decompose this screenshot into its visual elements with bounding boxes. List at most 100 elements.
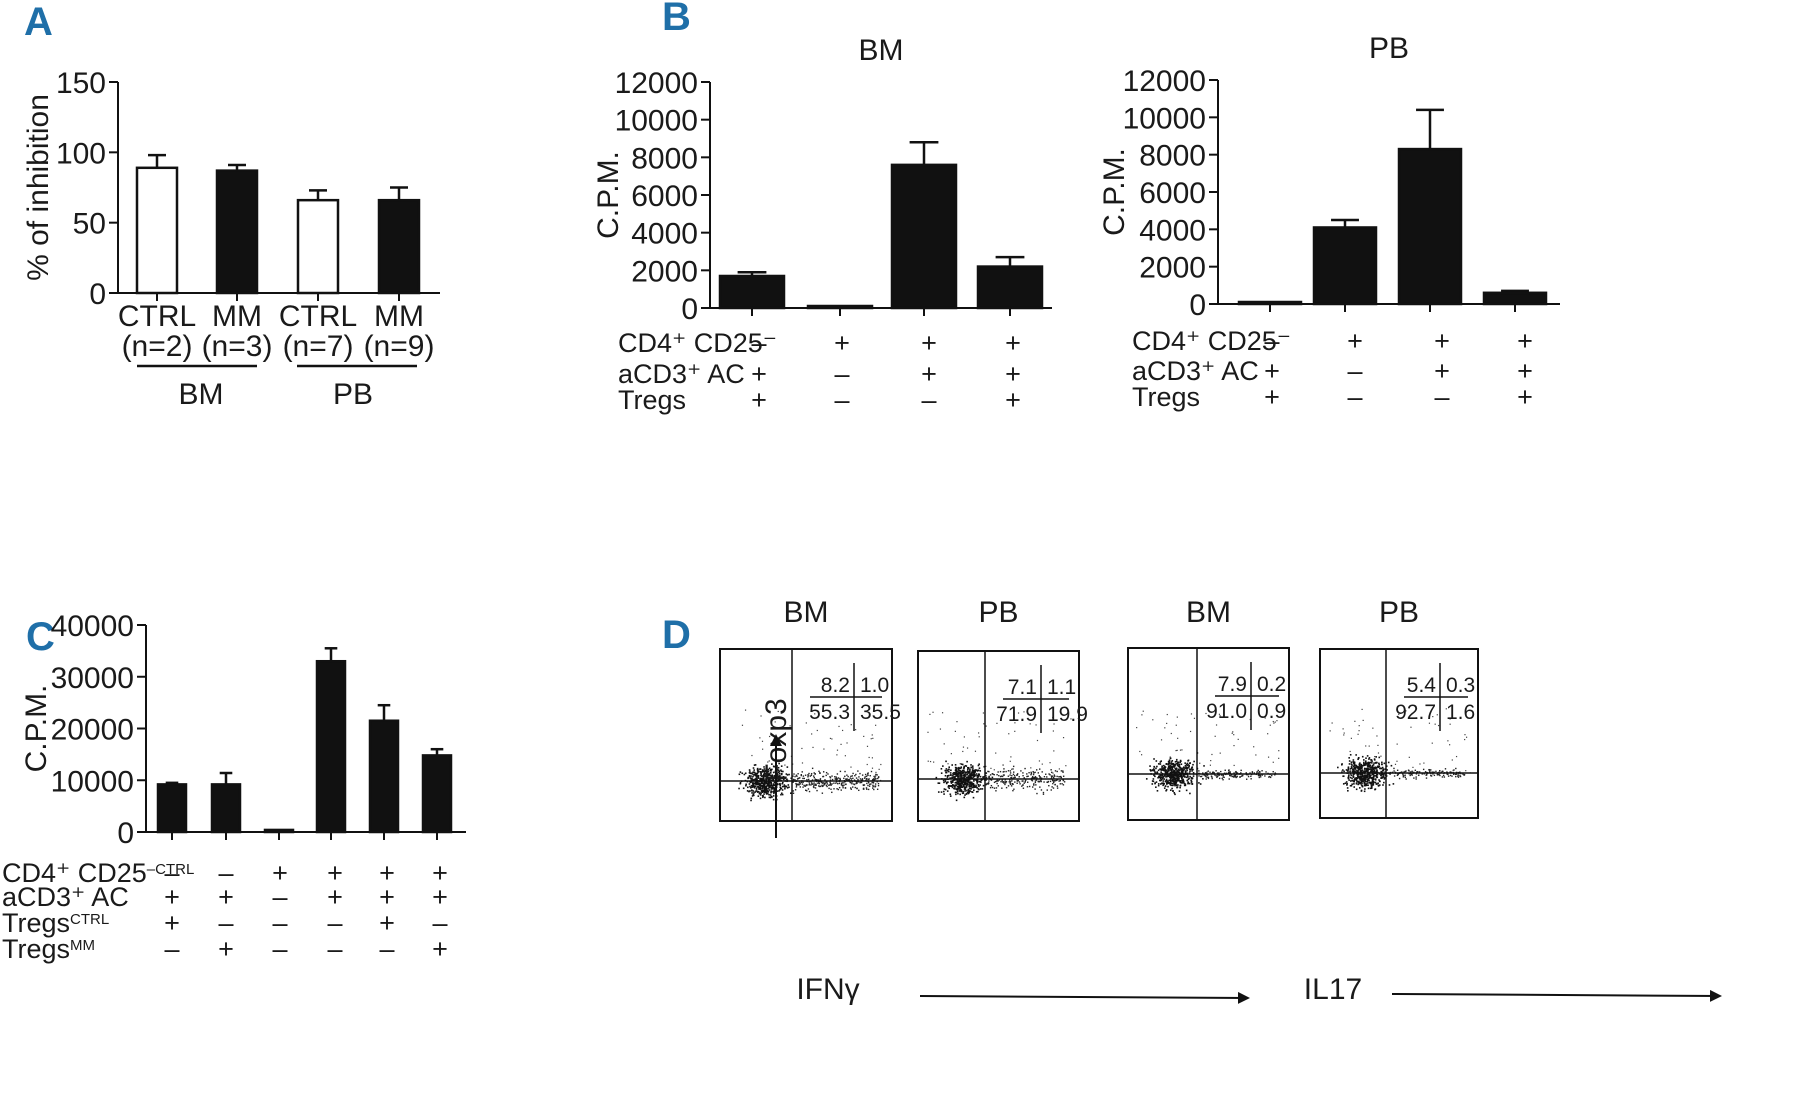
flow-dot <box>1351 764 1353 766</box>
flow-dot <box>1267 756 1270 758</box>
flow-dot <box>1167 770 1170 772</box>
flow-dot <box>990 767 992 769</box>
flow-dot <box>950 781 953 783</box>
flow-dot <box>801 771 803 773</box>
flow-dot <box>1184 783 1187 786</box>
flow-dot <box>770 783 773 785</box>
panel-c-condition-sign: + <box>327 858 343 888</box>
flow-dot <box>760 785 763 787</box>
flow-dot <box>1163 765 1166 768</box>
panel-d-plot-1-lower-right-pct: 35.5 <box>860 701 901 724</box>
flow-dot <box>1178 769 1180 772</box>
panel-b-pb-bar-3 <box>1397 147 1463 306</box>
flow-dot <box>1356 770 1358 773</box>
flow-dot <box>985 774 987 777</box>
flow-dot <box>764 796 766 799</box>
flow-dot <box>788 773 790 776</box>
flow-dot <box>870 770 873 773</box>
flow-dot <box>781 785 784 788</box>
flow-dot <box>1031 777 1034 779</box>
flow-dot <box>1205 778 1207 780</box>
flow-dot <box>811 779 814 781</box>
flow-dot <box>760 773 762 775</box>
flow-dot <box>1153 758 1155 760</box>
flow-dot <box>778 762 780 765</box>
flow-dot <box>809 775 812 777</box>
flow-dot <box>1009 760 1011 762</box>
flow-dot <box>1230 774 1233 776</box>
flow-dot <box>957 768 960 770</box>
panel-b-pb-y-tick-label: 10000 <box>1123 102 1206 135</box>
flow-dot <box>1007 770 1010 772</box>
flow-dot <box>1035 779 1038 781</box>
flow-dot <box>770 781 773 784</box>
flow-dot <box>1155 781 1158 783</box>
flow-dot <box>863 735 865 738</box>
flow-dot <box>1172 790 1174 792</box>
flow-dot <box>1353 779 1356 781</box>
flow-dot <box>1172 782 1174 785</box>
flow-dot <box>760 784 762 787</box>
flow-dot <box>1156 765 1158 768</box>
flow-dot <box>974 750 977 752</box>
flow-dot <box>754 781 757 784</box>
flow-dot <box>961 763 964 766</box>
flow-dot <box>766 778 768 780</box>
flow-dot <box>1016 773 1019 775</box>
flow-dot <box>1352 775 1354 777</box>
flow-dot <box>830 788 832 790</box>
flow-dot <box>1024 781 1026 783</box>
flow-dot <box>959 763 961 765</box>
flow-dot <box>1342 775 1344 778</box>
flow-dot <box>933 761 935 763</box>
flow-dot <box>1021 785 1023 787</box>
flow-dot <box>1142 710 1144 712</box>
flow-dot <box>1139 750 1141 753</box>
flow-dot <box>1186 779 1189 782</box>
flow-dot <box>1398 713 1400 715</box>
flow-dot <box>1167 785 1169 788</box>
panel-b-bm-condition-sign: + <box>1005 328 1021 358</box>
flow-dot <box>1366 773 1369 776</box>
flow-dot <box>825 784 828 787</box>
flow-dot <box>948 766 951 768</box>
flow-dot <box>872 778 875 780</box>
flow-dot <box>1052 781 1055 783</box>
flow-dot <box>784 787 786 790</box>
flow-dot <box>1349 750 1351 753</box>
flow-dot <box>1168 762 1171 765</box>
flow-dot <box>958 776 961 778</box>
flow-dot <box>971 769 974 771</box>
flow-dot <box>1363 764 1365 767</box>
flow-dot <box>765 776 768 778</box>
flow-dot <box>1233 774 1236 777</box>
flow-dot <box>1430 771 1432 773</box>
flow-dot <box>1375 774 1378 777</box>
flow-dot <box>972 786 975 789</box>
flow-dot <box>776 768 779 771</box>
flow-dot <box>767 787 769 790</box>
flow-dot <box>855 773 857 776</box>
flow-dot <box>1272 770 1274 773</box>
flow-dot <box>959 773 962 776</box>
flow-dot <box>954 781 957 784</box>
panel-c-condition-label: TregsMM <box>2 934 95 964</box>
flow-dot <box>973 789 975 792</box>
flow-dot <box>767 768 770 771</box>
flow-dot <box>752 775 754 778</box>
flow-dot <box>755 783 758 786</box>
flow-dot <box>986 782 989 785</box>
flow-dot <box>1367 765 1370 768</box>
flow-dot <box>1255 754 1257 756</box>
flow-dot <box>777 766 780 769</box>
flow-dot <box>1174 761 1177 763</box>
flow-dot <box>954 769 957 772</box>
flow-dot <box>1163 787 1166 789</box>
flow-dot <box>1206 774 1208 777</box>
flow-dot <box>1357 774 1359 777</box>
flow-dot <box>963 782 966 784</box>
flow-dot <box>927 731 929 733</box>
flow-dot <box>969 790 972 792</box>
flow-dot <box>1361 767 1363 770</box>
